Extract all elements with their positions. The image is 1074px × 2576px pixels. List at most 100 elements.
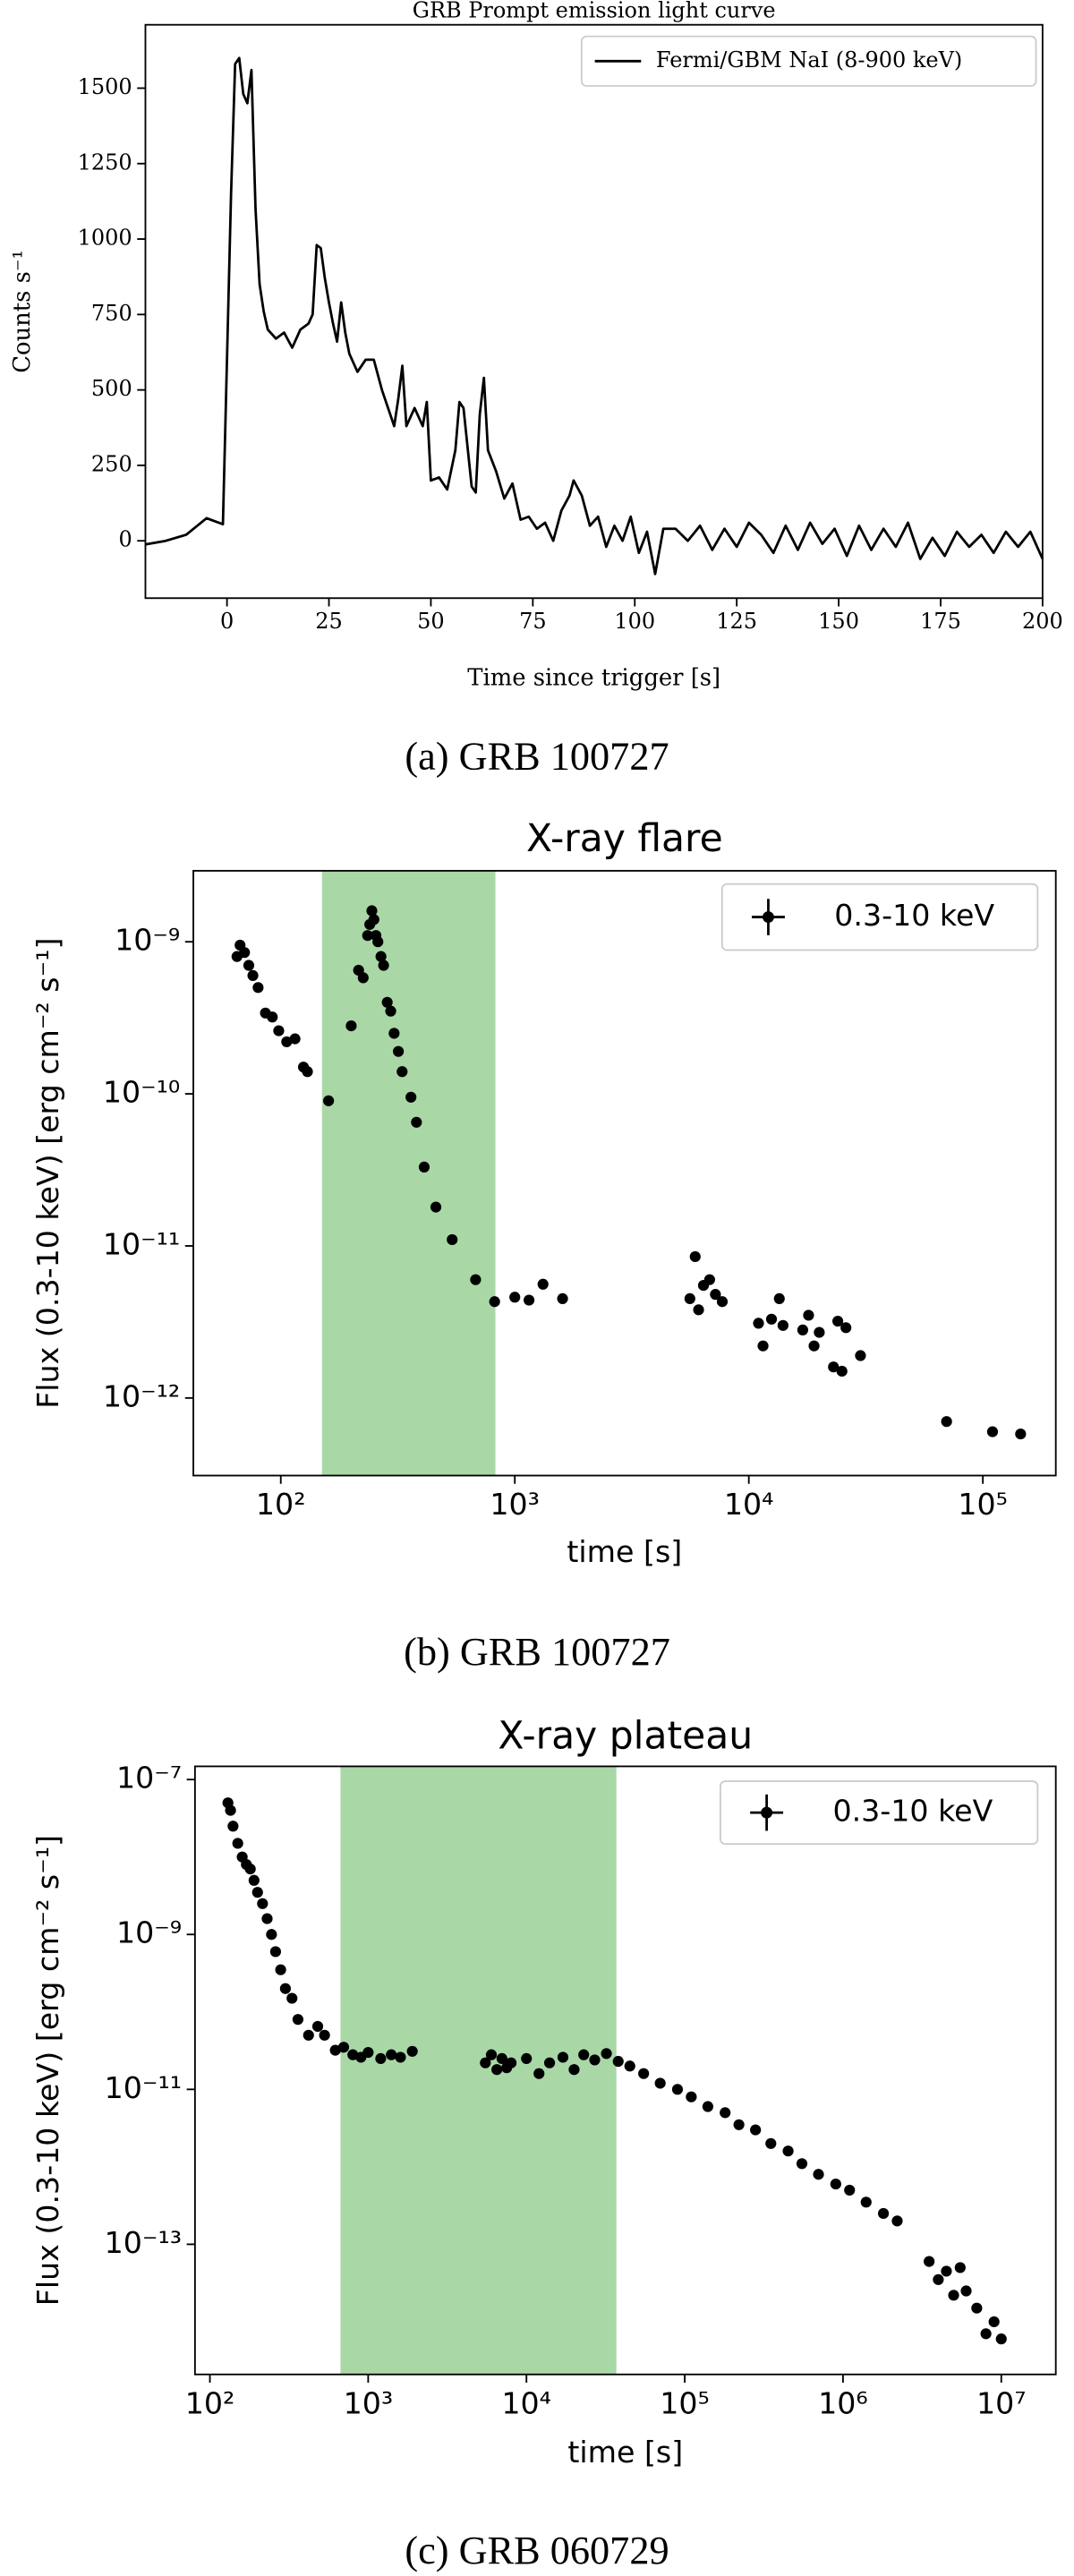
x-tick-label: 10⁶ [818, 2385, 868, 2420]
x-tick-label: 200 [1022, 609, 1063, 634]
data-point [396, 1066, 408, 1078]
axes-frame [192, 869, 1057, 1477]
y-axis-label: Flux (0.3-10 keV) [erg cm⁻² s⁻¹] [30, 1835, 65, 2306]
data-point [227, 1821, 239, 1832]
data-point [485, 2049, 498, 2060]
data-point [375, 2052, 387, 2064]
data-point [765, 2137, 777, 2149]
data-point [286, 1992, 298, 2004]
data-point [733, 2119, 745, 2130]
data-point [292, 2014, 303, 2026]
y-tick-label: 10⁻¹⁰ [103, 1075, 180, 1110]
chart: 10² 10³ 10⁴ 10⁵ 10⁻¹² 10⁻¹¹ 10⁻¹⁰ 10⁻⁹ X-ray fla… [30, 817, 1057, 1569]
x-tick-label: 10⁵ [660, 2385, 710, 2420]
x-tick-label: 25 [315, 609, 343, 634]
axes-frame [144, 23, 1044, 600]
x-axis-label: time [s] [567, 2435, 683, 2469]
data-point [251, 1887, 263, 1898]
data-point [686, 2091, 697, 2103]
data-point [960, 2285, 972, 2297]
x-tick-label: 150 [818, 609, 859, 634]
data-point [239, 947, 251, 959]
data-point [393, 1045, 405, 1057]
data-point [269, 1946, 282, 1958]
y-tick-label: 10⁻⁷ [116, 1761, 182, 1796]
data-point [612, 2055, 624, 2068]
data-point [750, 2124, 762, 2136]
data-point [933, 2273, 944, 2285]
data-point [533, 2068, 545, 2079]
data-point [803, 1309, 814, 1321]
chart-title: X-ray flare [526, 817, 723, 861]
y-tick-label: 10⁻¹² [103, 1378, 180, 1413]
data-point [684, 1292, 695, 1304]
data-point [891, 2215, 903, 2227]
data-point [543, 2057, 556, 2068]
legend-box [720, 883, 1039, 951]
data-point [757, 1340, 769, 1352]
y-tick-label: 1250 [78, 149, 132, 175]
data-point [703, 1274, 715, 1285]
y-tick-label: 250 [91, 451, 132, 476]
x-tick-label: 100 [614, 609, 655, 634]
data-point [375, 951, 387, 962]
data-point [323, 1095, 335, 1106]
data-point [345, 1020, 357, 1032]
data-point [496, 2052, 507, 2064]
x-tick-label: 175 [920, 609, 961, 634]
data-point [813, 2169, 824, 2180]
data-point [430, 1201, 442, 1213]
data-point [831, 1315, 844, 1327]
legend-label: Fermi/GBM NaI (8-900 keV) [656, 47, 962, 73]
data-point [281, 1036, 293, 1048]
data-point [266, 1929, 277, 1941]
x-tick-label: 10⁴ [724, 1487, 774, 1522]
y-tick-label: 10⁻¹¹ [103, 1226, 180, 1261]
data-point [855, 1350, 866, 1361]
data-point [971, 2302, 983, 2314]
data-point [385, 1005, 396, 1017]
data-point [523, 1294, 535, 1306]
data-point [418, 1161, 430, 1173]
data-point [578, 2049, 590, 2060]
data-point [388, 1028, 400, 1039]
data-point [702, 2101, 713, 2112]
x-tick-label: 125 [716, 609, 757, 634]
data-point [765, 1313, 778, 1325]
data-point [808, 1340, 820, 1352]
data-point [557, 1292, 568, 1304]
data-point [638, 2068, 650, 2079]
y-tick-label: 1000 [78, 226, 132, 251]
data-point [980, 2328, 992, 2340]
x-tick-label: 10⁴ [501, 2385, 551, 2420]
data-point [275, 1964, 286, 1975]
data-point [362, 930, 373, 942]
data-point [716, 1296, 729, 1308]
data-point [372, 936, 384, 948]
data-point [814, 1326, 825, 1338]
data-point [329, 2044, 341, 2056]
x-tick-label: 10³ [490, 1487, 540, 1522]
data-point [954, 2262, 966, 2273]
data-point [624, 2060, 635, 2072]
y-tick-label: 10⁻¹¹ [105, 2070, 182, 2105]
caption: (a) GRB 100727 [405, 734, 669, 778]
data-point [1015, 1428, 1027, 1440]
data-point [753, 1318, 764, 1329]
data-point [405, 1091, 417, 1103]
data-point [509, 1292, 521, 1303]
data-point [986, 1426, 999, 1437]
data-point [828, 1361, 840, 1373]
data-point [447, 1233, 458, 1246]
axes-frame [193, 1765, 1057, 2376]
data-point [243, 960, 255, 971]
data-point [491, 2064, 503, 2076]
y-axis-label: Counts s⁻¹ [9, 250, 36, 373]
legend-label: 0.3-10 keV [832, 1794, 993, 1829]
data-point [252, 982, 264, 994]
chart-title: X-ray plateau [498, 1715, 753, 1759]
data-point [505, 2057, 517, 2068]
data-point [777, 1319, 788, 1331]
data-point [568, 2064, 580, 2076]
data-point [720, 2107, 731, 2119]
